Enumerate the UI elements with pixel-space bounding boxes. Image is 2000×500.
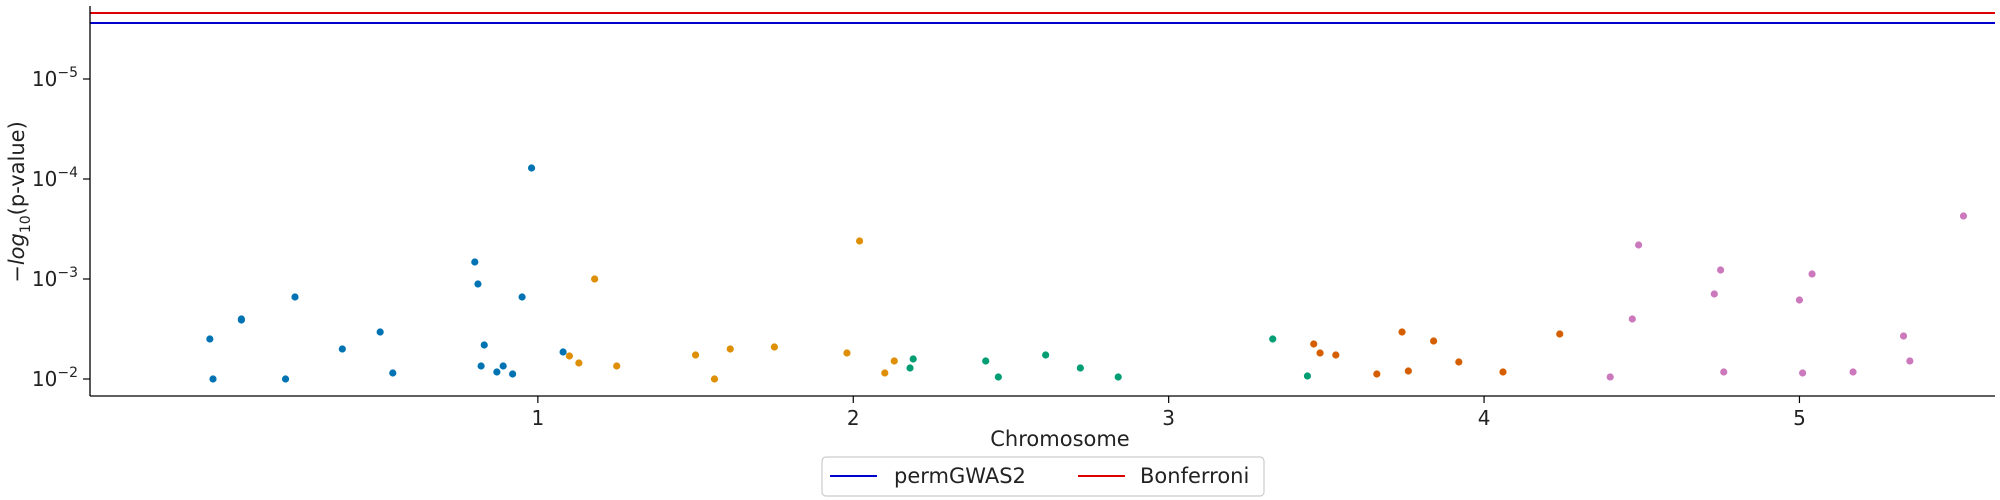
- y-axis-title: −log10(p-value): [5, 121, 34, 283]
- data-point-chr5: [1635, 241, 1643, 249]
- data-point-chr2: [613, 362, 621, 370]
- data-point-chr2: [710, 375, 719, 383]
- data-point-chr1: [480, 341, 488, 349]
- data-point-chr1: [474, 280, 482, 288]
- data-point-chr5: [1628, 315, 1636, 323]
- data-point-chr3: [994, 373, 1002, 381]
- data-point-chr5: [1899, 332, 1908, 340]
- data-point-chr4: [1429, 337, 1438, 345]
- data-point-chr1: [281, 375, 290, 383]
- data-point-chr5: [1799, 369, 1807, 377]
- data-point-chr4: [1316, 349, 1324, 357]
- legend-label-bonferroni: Bonferroni: [1140, 464, 1249, 488]
- x-tick-label: 4: [1478, 406, 1491, 430]
- data-point-chr5: [1849, 368, 1857, 376]
- data-point-chr1: [518, 293, 526, 301]
- y-axis-title-subscript: 10: [18, 215, 34, 233]
- data-point-chr2: [575, 359, 583, 367]
- legend-frame: [821, 456, 1265, 497]
- data-point-chr1: [499, 362, 507, 370]
- x-ticks: 1 2 3 4 5: [531, 396, 1806, 430]
- data-point-chr3: [1114, 373, 1122, 381]
- data-point-chr1: [471, 258, 479, 266]
- data-point-chr1: [338, 345, 346, 353]
- y-tick-label: 10−4: [32, 165, 78, 191]
- data-point-chr1: [389, 369, 397, 377]
- data-point-chr1: [527, 164, 536, 172]
- y-axis-title-suffix: (p-value): [5, 121, 29, 215]
- data-point-chr2: [591, 275, 599, 283]
- data-point-chr4: [1310, 340, 1318, 348]
- legend-label-permgwas2: permGWAS2: [894, 464, 1026, 488]
- data-point-chr2: [691, 351, 700, 359]
- data-point-chr4: [1556, 330, 1564, 338]
- data-point-chr3: [1076, 364, 1084, 372]
- data-point-chr5: [1710, 290, 1718, 298]
- data-point-chr3: [1269, 335, 1277, 343]
- data-point-chr3: [909, 355, 917, 363]
- data-point-chr3: [1042, 351, 1050, 359]
- x-tick-label: 3: [1162, 406, 1175, 430]
- data-point-chr5: [1808, 270, 1816, 278]
- y-axis-title-prefix: −log: [5, 233, 29, 283]
- threshold-lines: [90, 12, 1995, 24]
- data-point-chr5: [1717, 266, 1725, 274]
- data-point-chr2: [770, 343, 779, 351]
- data-point-chr4: [1499, 368, 1507, 376]
- data-point-chr1: [509, 370, 517, 378]
- data-point-chr5: [1959, 212, 1968, 220]
- data-point-chr1: [493, 368, 501, 376]
- data-point-chr4: [1404, 367, 1412, 375]
- y-tick-label: 10−2: [32, 365, 78, 391]
- data-point-chr3: [1303, 372, 1312, 380]
- axes: [89, 6, 1995, 397]
- data-point-chr2: [855, 237, 864, 245]
- x-tick-label: 2: [847, 406, 860, 430]
- data-point-chr4: [1398, 328, 1406, 336]
- data-point-chr5: [1606, 373, 1614, 381]
- data-point-chr2: [726, 345, 734, 353]
- data-point-chr2: [843, 349, 851, 357]
- data-point-chr1: [559, 348, 567, 356]
- data-point-chr2: [890, 357, 898, 365]
- data-point-chr1: [206, 335, 214, 343]
- y-ticks: 10−2 10−3 10−4 10−5: [32, 65, 90, 391]
- data-point-chr4: [1373, 370, 1381, 378]
- data-point-chr2: [565, 352, 574, 360]
- y-tick-label: 10−3: [32, 265, 78, 291]
- x-tick-label: 1: [531, 406, 544, 430]
- data-point-chr4: [1455, 358, 1463, 366]
- legend: permGWAS2 Bonferroni: [821, 456, 1265, 497]
- data-point-chr2: [881, 369, 889, 377]
- data-point-chr1: [209, 375, 217, 383]
- data-point-chr5: [1906, 357, 1914, 365]
- data-point-chr5: [1720, 368, 1728, 376]
- data-point-chr5: [1795, 296, 1804, 304]
- data-point-chr3: [906, 364, 914, 372]
- data-point-chr1: [237, 316, 245, 324]
- data-points: [206, 164, 1968, 383]
- data-point-chr3: [982, 357, 990, 365]
- x-tick-label: 5: [1793, 406, 1806, 430]
- data-point-chr1: [376, 328, 384, 336]
- x-axis-title: Chromosome: [990, 427, 1129, 451]
- data-point-chr4: [1332, 351, 1340, 359]
- y-tick-label: 10−5: [32, 65, 78, 91]
- data-point-chr1: [291, 293, 299, 301]
- data-point-chr1: [477, 362, 485, 370]
